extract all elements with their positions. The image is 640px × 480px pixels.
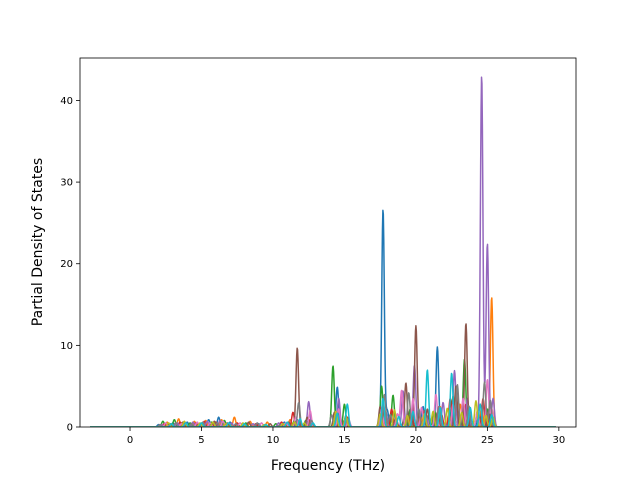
x-tick-label: 0 [127, 435, 133, 446]
x-axis: 0 5 10 15 20 25 30 [127, 427, 565, 446]
x-tick-label: 15 [338, 435, 351, 446]
plot-frame [79, 57, 577, 428]
y-tick-label: 10 [60, 341, 73, 352]
series-layer [89, 76, 557, 427]
x-tick-label: 10 [267, 435, 280, 446]
x-tick-label: 5 [198, 435, 204, 446]
y-tick-label: 40 [60, 96, 73, 107]
y-tick-label: 0 [67, 423, 73, 434]
series-line-5 [89, 76, 557, 427]
x-tick-label: 30 [552, 435, 565, 446]
x-tick-label: 20 [410, 435, 423, 446]
x-axis-label: Frequency (THz) [271, 458, 385, 474]
x-tick-label: 25 [481, 435, 494, 446]
y-axis: 0 10 20 30 40 [60, 96, 80, 434]
y-tick-label: 20 [60, 259, 73, 270]
y-axis-label: Partial Density of States [30, 158, 46, 326]
y-tick-label: 30 [60, 178, 73, 189]
